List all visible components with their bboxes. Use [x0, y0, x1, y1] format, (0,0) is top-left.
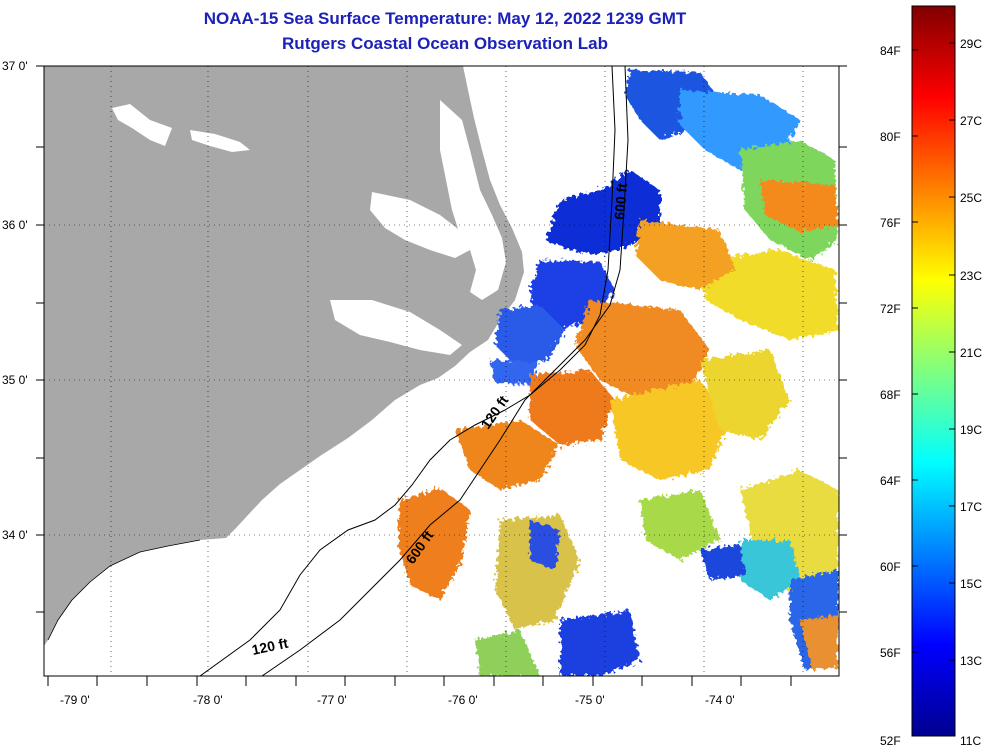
- sst-patch-orange: [530, 370, 615, 445]
- sst-patch-yellow: [700, 350, 790, 440]
- colorbar-f-label: 56F: [880, 646, 901, 660]
- sst-patch-blue: [560, 610, 640, 676]
- lon-label: -75 0': [575, 693, 605, 707]
- colorbar-f-label: 60F: [880, 560, 901, 574]
- sst-patch-cyan: [740, 540, 800, 600]
- sound-water: [440, 100, 506, 300]
- lon-label: -78 0': [193, 693, 223, 707]
- lon-label: -77 0': [317, 693, 347, 707]
- contour-label: 120 ft: [250, 635, 289, 658]
- lat-label: 36 0': [2, 218, 28, 232]
- contour-120ft: [199, 66, 616, 676]
- map-title: NOAA-15 Sea Surface Temperature: May 12,…: [203, 9, 687, 28]
- contour-600ft: [261, 66, 629, 676]
- sound-water: [330, 300, 462, 355]
- lake-water: [112, 104, 172, 146]
- sst-patch-cold: [490, 360, 540, 385]
- sst-patch-orange: [575, 300, 710, 400]
- colorbar: [911, 5, 956, 737]
- colorbar-f-label: 52F: [880, 734, 901, 748]
- sst-patch-yellow: [495, 515, 580, 630]
- lat-label: 37 0': [2, 59, 28, 73]
- sst-patch-blue: [530, 520, 560, 570]
- sst-patch-orange: [398, 488, 470, 600]
- lon-label: -76 0': [448, 693, 478, 707]
- lat-label: 34 0': [2, 528, 28, 542]
- colorbar-c-label: 23C: [960, 269, 982, 283]
- axis-ticks: [36, 65, 847, 686]
- colorbar-c-label: 21C: [960, 346, 982, 360]
- sst-patch-orange: [800, 615, 838, 670]
- colorbar-c-label: 17C: [960, 500, 982, 514]
- colorbar-f-label: 80F: [880, 130, 901, 144]
- colorbar-f-label: 76F: [880, 216, 901, 230]
- map-subtitle: Rutgers Coastal Ocean Observation Lab: [282, 34, 608, 53]
- contour-label: 600 ft: [611, 182, 630, 220]
- sst-patch-blue: [700, 545, 745, 580]
- colorbar-f-label: 64F: [880, 474, 901, 488]
- sst-patch-orange: [760, 180, 838, 232]
- sst-patch-green: [640, 490, 720, 560]
- lon-label: -79 0': [60, 693, 90, 707]
- lat-label: 35 0': [2, 373, 28, 387]
- coastline: [47, 539, 201, 641]
- colorbar-f-label: 72F: [880, 302, 901, 316]
- sst-patch-yellow: [700, 250, 838, 340]
- sst-patch-yellow: [610, 380, 730, 480]
- colorbar-c-label: 19C: [960, 423, 982, 437]
- colorbar-ticks: [912, 42, 955, 661]
- sst-patch-orange: [635, 220, 735, 290]
- sst-patch-cold: [495, 305, 565, 365]
- sst-patch-green: [475, 630, 540, 676]
- colorbar-c-label: 27C: [960, 114, 982, 128]
- colorbar-c-label: 29C: [960, 37, 982, 51]
- colorbar-f-label: 84F: [880, 44, 901, 58]
- colorbar-c-label: 25C: [960, 191, 982, 205]
- colorbar-f-label: 68F: [880, 388, 901, 402]
- sst-patch-cold: [545, 170, 660, 255]
- graticule: [44, 66, 839, 676]
- colorbar-c-label: 15C: [960, 577, 982, 591]
- lake-water: [190, 130, 250, 152]
- colorbar-c-label: 11C: [960, 734, 981, 748]
- colorbar-c-label: 13C: [960, 654, 982, 668]
- sst-patch-orange: [455, 420, 560, 490]
- lon-label: -74 0': [705, 693, 735, 707]
